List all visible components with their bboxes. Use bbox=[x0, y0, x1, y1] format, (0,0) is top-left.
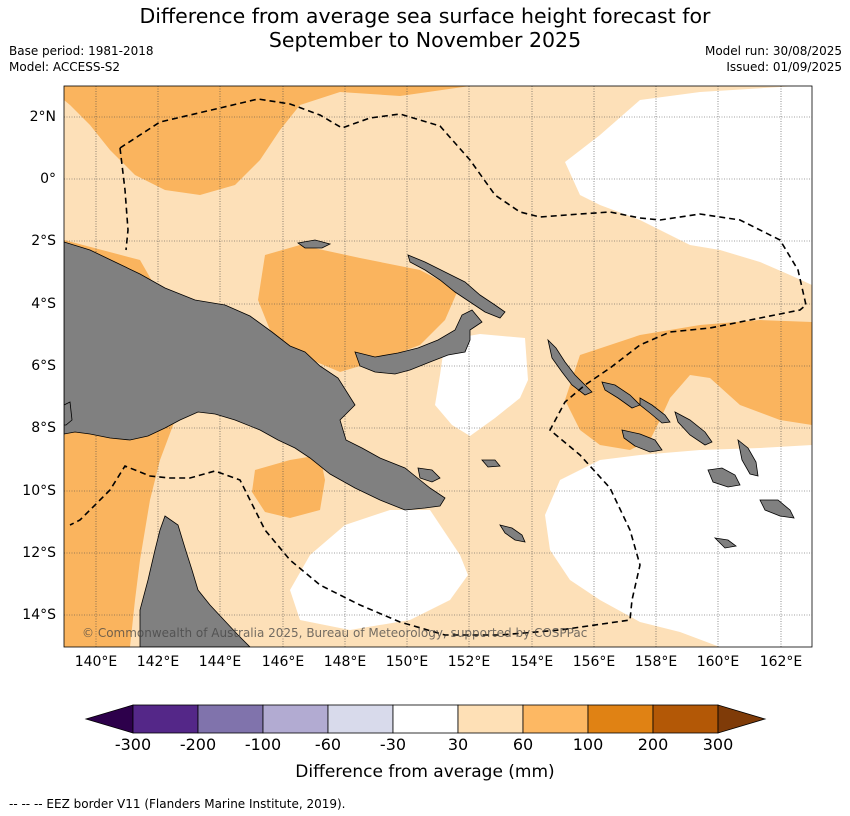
colorbar-tick-minus-300: -300 bbox=[114, 735, 152, 754]
colorbar-segment-3 bbox=[262, 704, 329, 734]
land-masses bbox=[64, 239, 795, 647]
colorbar-tick-300: 300 bbox=[702, 735, 734, 754]
lon-label-158e: 158°E bbox=[634, 654, 678, 670]
colorbar-segment-7 bbox=[522, 704, 589, 734]
new-ireland bbox=[407, 254, 506, 319]
colorbar-segment-6 bbox=[457, 704, 524, 734]
lat-label-14s: 14°S bbox=[22, 607, 56, 623]
lon-label-142e: 142°E bbox=[136, 654, 180, 670]
colorbar-segment-4 bbox=[327, 704, 394, 734]
copyright-notice: © Commonwealth of Australia 2025, Bureau… bbox=[82, 626, 587, 640]
colorbar-tick-minus-60: -60 bbox=[314, 735, 342, 754]
lon-label-160e: 160°E bbox=[696, 654, 740, 670]
new-guinea bbox=[64, 241, 446, 511]
colorbar-tick-30: 30 bbox=[447, 735, 469, 754]
colorbar-tick-minus-100: -100 bbox=[244, 735, 282, 754]
lon-label-150e: 150°E bbox=[385, 654, 429, 670]
louisiade bbox=[499, 524, 526, 543]
torres-islands bbox=[64, 401, 73, 426]
choiseul bbox=[601, 381, 641, 409]
vanuatu-north bbox=[737, 439, 759, 477]
trobriand-dentrecasteaux bbox=[417, 467, 441, 483]
colorbar-tick-200: 200 bbox=[637, 735, 669, 754]
title-line-2: September to November 2025 bbox=[268, 28, 582, 52]
eez-border bbox=[69, 98, 807, 636]
guadalcanal bbox=[621, 429, 663, 453]
map-area: © Commonwealth of Australia 2025, Bureau… bbox=[64, 86, 812, 647]
lon-label-148e: 148°E bbox=[323, 654, 367, 670]
lon-label-154e: 154°E bbox=[510, 654, 554, 670]
rennell bbox=[713, 537, 737, 549]
colorbar-extend-high bbox=[717, 704, 767, 734]
colorbar-tick-100: 100 bbox=[572, 735, 604, 754]
lon-label-162e: 162°E bbox=[759, 654, 803, 670]
colorbar-segment-2 bbox=[197, 704, 264, 734]
lat-label-10s: 10°S bbox=[22, 483, 56, 499]
band-60-100-south bbox=[252, 455, 325, 518]
lat-label-4s: 4°S bbox=[31, 296, 56, 312]
neutral-southeast bbox=[545, 445, 812, 647]
manus bbox=[296, 239, 332, 249]
lon-label-144e: 144°E bbox=[198, 654, 242, 670]
meta-right: Model run: 30/08/2025 Issued: 01/09/2025 bbox=[705, 43, 842, 75]
base-period: Base period: 1981-2018 bbox=[9, 44, 154, 58]
colorbar-segment-1 bbox=[132, 704, 199, 734]
colorbar-tick-minus-30: -30 bbox=[379, 735, 407, 754]
woodlark bbox=[481, 459, 501, 468]
chart-title: Difference from average sea surface heig… bbox=[0, 4, 850, 52]
issued-date: Issued: 01/09/2025 bbox=[726, 60, 842, 74]
neutral-central bbox=[435, 334, 528, 436]
colorbar-segment-9 bbox=[652, 704, 719, 734]
band-60-100-central bbox=[258, 245, 458, 372]
cape-york bbox=[139, 515, 251, 647]
colorbar-segment-5 bbox=[392, 704, 459, 734]
colorbar-label: Difference from average (mm) bbox=[295, 762, 555, 782]
santa-isabel bbox=[639, 397, 671, 424]
espiritu-santo bbox=[707, 467, 741, 488]
malekula-efate bbox=[759, 499, 795, 519]
neutral-northeast bbox=[565, 86, 812, 285]
colorbar-tick-60: 60 bbox=[512, 735, 534, 754]
model-name: Model: ACCESS-S2 bbox=[9, 60, 121, 74]
map-frame bbox=[63, 85, 813, 648]
colorbar-tick-minus-200: -200 bbox=[179, 735, 217, 754]
model-run: Model run: 30/08/2025 bbox=[704, 44, 842, 58]
band-60-100-east bbox=[565, 320, 812, 450]
colorbar-extend-low bbox=[84, 704, 134, 734]
title-line-1: Difference from average sea surface heig… bbox=[139, 4, 711, 28]
lon-label-152e: 152°E bbox=[447, 654, 491, 670]
neutral-south-1 bbox=[290, 510, 468, 630]
lat-label-8s: 8°S bbox=[31, 420, 56, 436]
eez-footnote: -- -- -- EEZ border V11 (Flanders Marine… bbox=[9, 797, 346, 811]
lat-label-0: 0° bbox=[40, 171, 56, 187]
lat-label-2n: 2°N bbox=[29, 109, 56, 125]
lon-label-140e: 140°E bbox=[74, 654, 118, 670]
bougainville bbox=[547, 338, 593, 396]
band-60-100-north bbox=[64, 86, 470, 195]
lat-label-2s: 2°S bbox=[31, 233, 56, 249]
colorbar-segment-8 bbox=[587, 704, 654, 734]
lat-label-6s: 6°S bbox=[31, 358, 56, 374]
meta-left: Base period: 1981-2018 Model: ACCESS-S2 bbox=[9, 43, 154, 75]
colorbar bbox=[84, 704, 767, 734]
lon-label-156e: 156°E bbox=[572, 654, 616, 670]
new-britain bbox=[354, 309, 483, 375]
lon-label-146e: 146°E bbox=[261, 654, 305, 670]
lat-label-12s: 12°S bbox=[22, 545, 56, 561]
malaita bbox=[674, 411, 713, 446]
